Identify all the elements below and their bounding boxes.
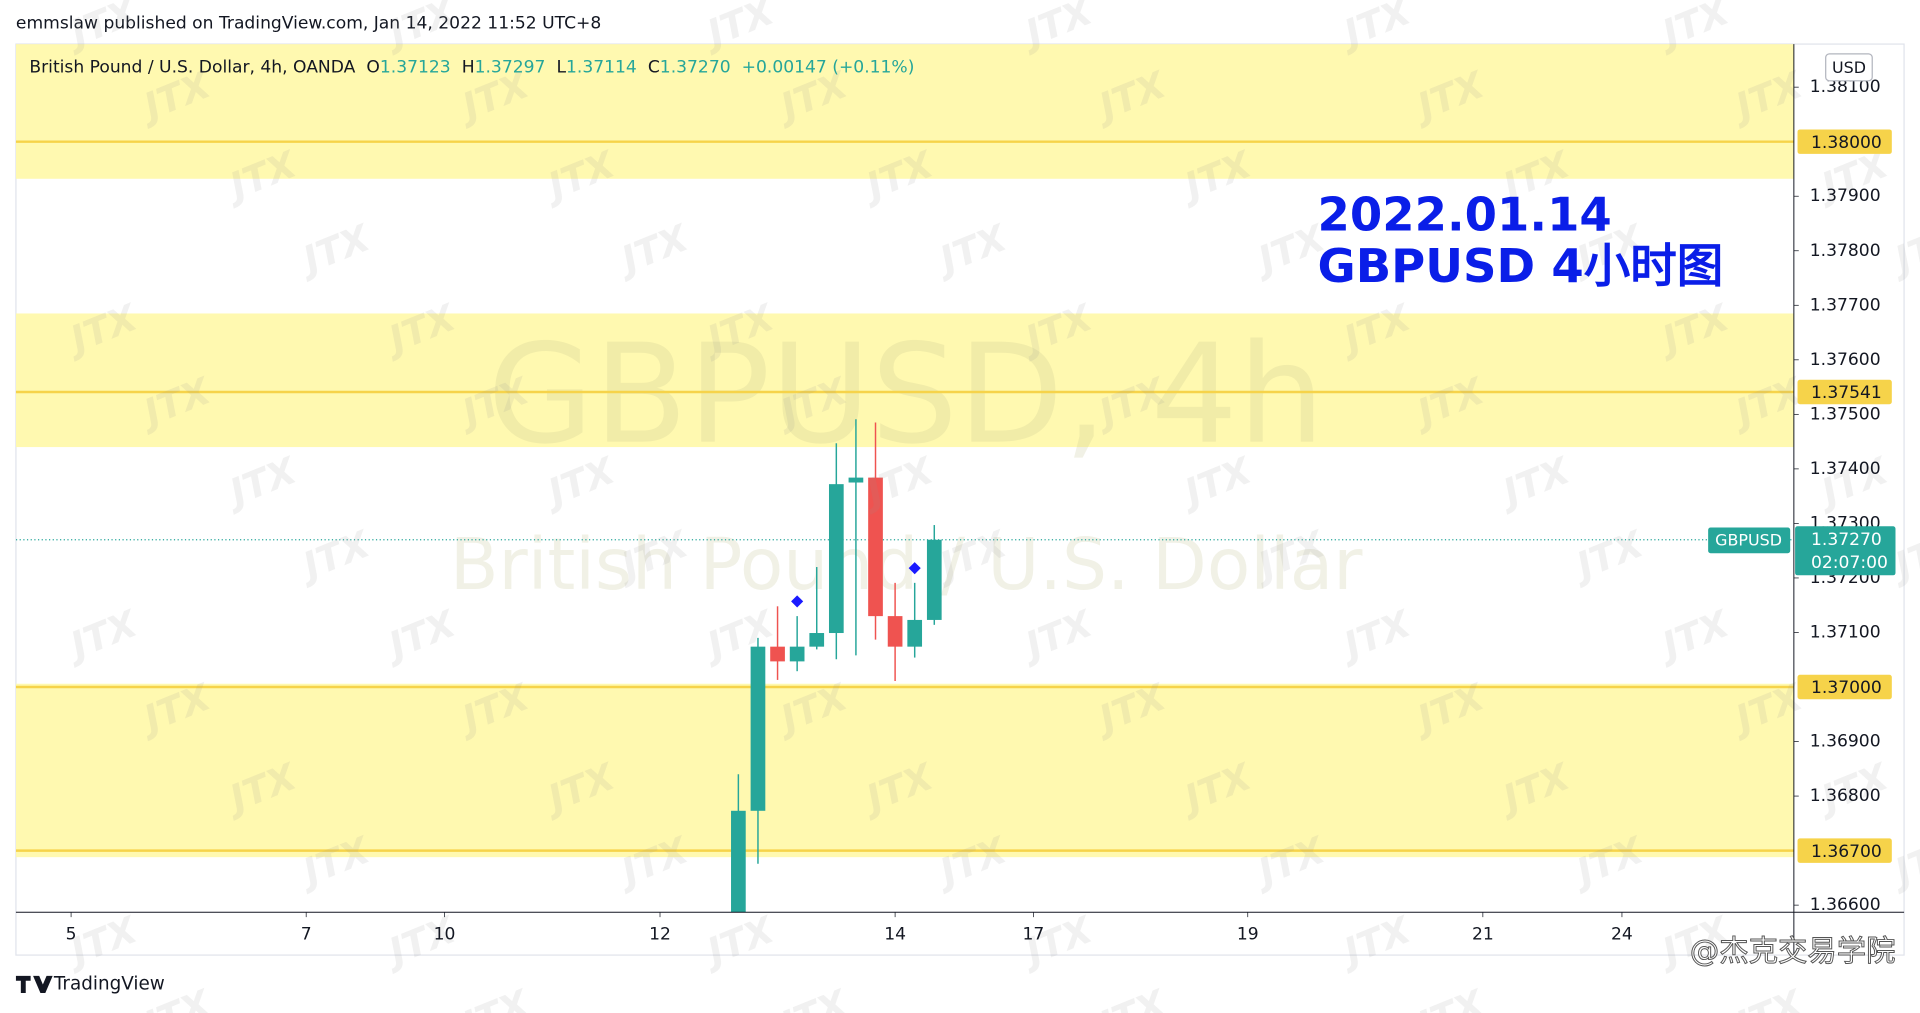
y-tick-label: 1.36800: [1810, 786, 1881, 806]
legend-key: O: [366, 57, 379, 77]
currency-label: USD: [1832, 58, 1866, 77]
x-tick-label: 5: [66, 924, 77, 944]
candle-body: [750, 646, 766, 811]
annotation: GBPUSD 4小时图: [1318, 239, 1724, 293]
jtx-watermark: JTX: [1723, 981, 1809, 1013]
y-tick-label: 1.38100: [1810, 77, 1881, 97]
level-label-box: [1797, 129, 1892, 154]
zone: [15, 683, 1794, 858]
last-price-label: 1.37270: [1811, 530, 1882, 550]
level-label: 1.37541: [1811, 383, 1882, 403]
countdown: 02:07:00: [1811, 553, 1888, 573]
candle-body: [789, 646, 805, 662]
candle-body: [848, 477, 864, 483]
currency-button[interactable]: [1825, 53, 1873, 82]
candle-body: [731, 810, 746, 913]
legend-key: C: [648, 57, 660, 77]
last-price-box: [1795, 526, 1896, 576]
watermark-subtitle: British Pound / U.S. Dollar: [450, 523, 1363, 606]
legend-key: H: [462, 57, 475, 77]
jtx-watermark: JTX: [768, 981, 854, 1013]
y-tick-label: 1.37700: [1810, 295, 1881, 315]
candle-body: [828, 484, 844, 634]
level-label-box: [1797, 838, 1892, 863]
legend-value: 1.37270: [660, 57, 731, 77]
symbol-tag-box: [1708, 527, 1791, 554]
level-label-box: [1797, 674, 1892, 700]
x-tick-label: 21: [1472, 924, 1494, 944]
y-tick-label: 1.36900: [1810, 732, 1881, 752]
legend-value: 1.37123: [380, 57, 451, 77]
y-tick-label: 1.37600: [1810, 350, 1881, 370]
candle-body: [868, 477, 883, 617]
candle-body: [809, 633, 825, 647]
x-tick-label: 7: [301, 924, 312, 944]
candle-body: [926, 539, 942, 620]
y-tick-label: 1.37100: [1810, 622, 1881, 642]
x-tick-label: 24: [1611, 924, 1633, 944]
symbol-tag: GBPUSD: [1715, 530, 1782, 549]
legend: British Pound / U.S. Dollar, 4h, OANDA O1…: [29, 57, 914, 77]
zone: [15, 313, 1794, 448]
candle-body: [887, 616, 903, 647]
y-tick-label: 1.37900: [1810, 186, 1881, 206]
footer: TradingView: [53, 973, 165, 994]
legend-symbol: British Pound / U.S. Dollar, 4h, OANDA: [29, 57, 355, 77]
zone: [15, 44, 1794, 179]
tv-logo: [15, 975, 53, 994]
y-tick-label: 1.36600: [1810, 895, 1881, 915]
level-label: 1.37000: [1811, 678, 1882, 698]
watermark-title: GBPUSD, 4h: [487, 316, 1324, 475]
jtx-watermark: JTX: [1087, 981, 1173, 1013]
jtx-watermark: JTX: [450, 981, 536, 1013]
candle-body: [770, 646, 785, 662]
y-tick-label: 1.37400: [1810, 459, 1881, 479]
x-tick-label: 10: [434, 924, 456, 944]
x-tick-label: 17: [1023, 924, 1045, 944]
x-tick-label: 19: [1237, 924, 1259, 944]
level-label: 1.38000: [1811, 133, 1882, 153]
x-tick-label: 14: [884, 924, 906, 944]
legend-value: 1.37114: [566, 57, 637, 77]
legend-change: +0.00147 (+0.11%): [742, 57, 915, 77]
y-tick-label: 1.37800: [1810, 241, 1881, 261]
level-label-box: [1797, 379, 1892, 405]
level-label: 1.36700: [1811, 842, 1882, 862]
plot: GBPUSD, 4h British Pound / U.S. Dollar: [15, 44, 1794, 913]
x-tick-label: 12: [649, 924, 671, 944]
credit: @杰克交易学院: [1690, 934, 1896, 968]
jtx-watermark: JTX: [1405, 981, 1491, 1013]
candle-body: [907, 619, 923, 647]
legend-value: 1.37297: [475, 57, 546, 77]
annotation: 2022.01.14: [1318, 187, 1612, 241]
legend-key: L: [556, 57, 566, 77]
header: emmslaw published on TradingView.com, Ja…: [16, 13, 601, 33]
y-tick-label: 1.37500: [1810, 404, 1881, 424]
